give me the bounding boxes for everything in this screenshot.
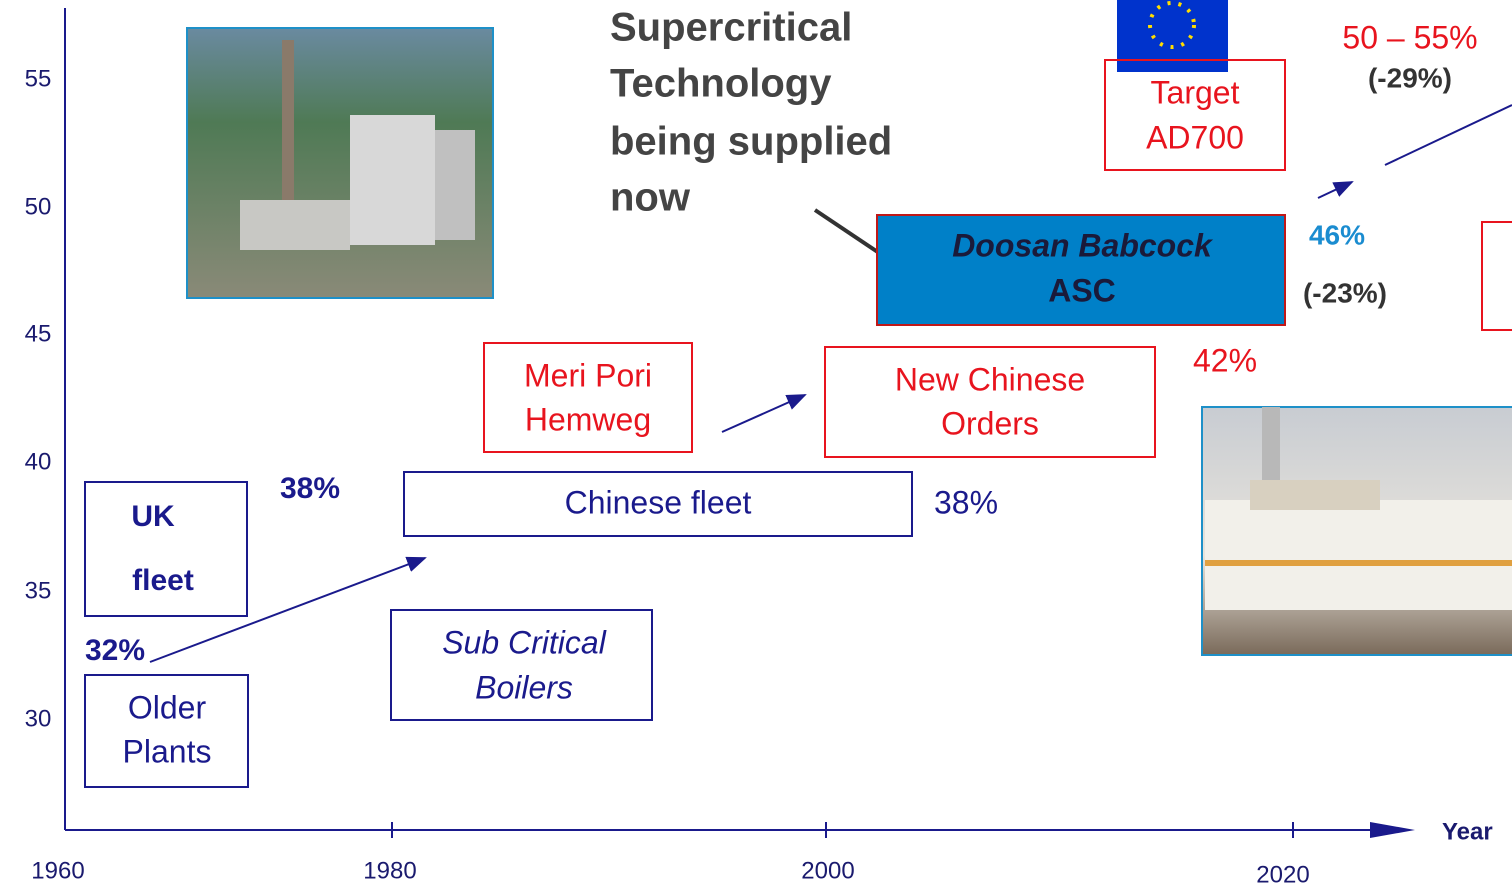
box-text: New Chinese (895, 361, 1085, 397)
photo-power-plant (187, 28, 493, 298)
x-tick-label: 2020 (1256, 861, 1309, 888)
box-text: ASC (1048, 272, 1116, 308)
headline: Supercritical (610, 6, 852, 50)
y-tick-label: 30 (25, 705, 52, 732)
slide: 55 50 45 40 35 30 1960 1980 2000 2020 Ye… (0, 0, 1512, 888)
box-text: AD700 (1146, 119, 1244, 155)
photo-chinese-plant (1202, 407, 1512, 655)
x-tick-label: 1980 (363, 857, 416, 884)
annotation: (-23%) (1303, 277, 1387, 308)
x-axis-arrow (1370, 822, 1415, 838)
box-text: Orders (941, 405, 1039, 441)
annotation: 38% (934, 484, 998, 520)
annotation: 46% (1309, 219, 1365, 250)
box-text: Target (1151, 74, 1240, 110)
box-text: Plants (123, 733, 212, 769)
annotation: 42% (1193, 342, 1257, 378)
box-text: Boilers (475, 669, 573, 705)
box-text: Hemweg (525, 401, 651, 437)
box-text: Doosan Babcock (952, 227, 1214, 263)
y-tick-label: 35 (25, 577, 52, 604)
annotation: 32% (85, 634, 145, 667)
y-tick-label: 45 (25, 320, 52, 347)
annotation: (-29%) (1368, 62, 1452, 93)
x-tick-label: 1960 (31, 857, 84, 884)
annotation: 50 – 55% (1342, 19, 1477, 55)
box-text: Sub Critical (442, 624, 607, 660)
box-text: Chinese fleet (565, 484, 752, 520)
headline: now (610, 176, 691, 220)
x-axis-label: Year (1442, 818, 1493, 845)
box-text: Older (128, 689, 207, 725)
y-tick-label: 55 (25, 65, 52, 92)
box-text: Meri Pori (524, 357, 652, 393)
box-text: UK (131, 500, 175, 533)
y-tick-label: 50 (25, 193, 52, 220)
eu-flag (1117, 0, 1228, 72)
arrow (722, 395, 805, 432)
y-tick-label: 40 (25, 448, 52, 475)
annotation: 38% (280, 472, 340, 505)
box (1482, 222, 1512, 330)
arrow (1385, 105, 1512, 165)
box-text: fleet (132, 564, 194, 597)
headline: Technology (610, 62, 832, 106)
arrow (1318, 182, 1352, 198)
headline: being supplied (610, 120, 892, 164)
x-tick-label: 2000 (801, 857, 854, 884)
